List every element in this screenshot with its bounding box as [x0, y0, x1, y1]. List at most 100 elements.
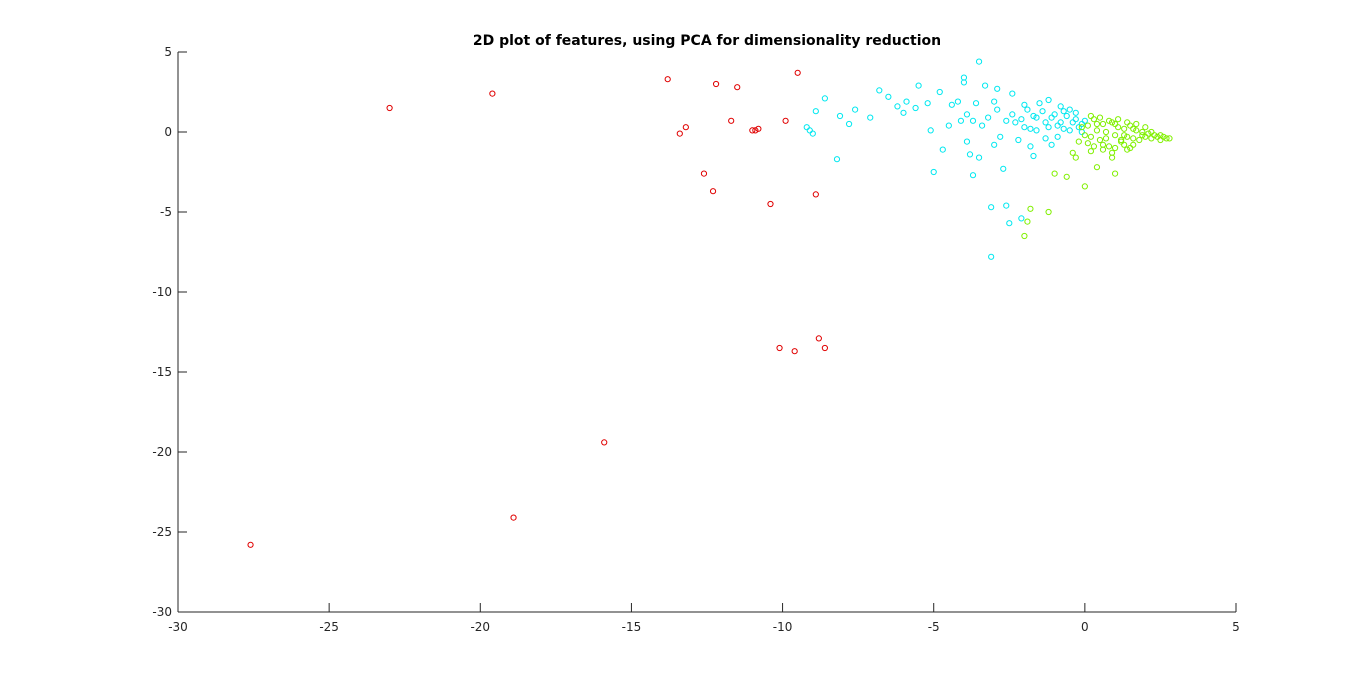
x-tick-label: -30 — [168, 620, 188, 634]
data-point — [728, 117, 735, 124]
data-point — [924, 100, 931, 107]
data-point — [1057, 119, 1064, 126]
data-point — [903, 98, 910, 105]
data-point — [1000, 165, 1007, 172]
data-point — [1042, 135, 1049, 142]
data-point — [1108, 119, 1116, 126]
data-point — [954, 98, 961, 105]
data-point — [991, 98, 998, 105]
data-point — [1130, 135, 1137, 142]
data-point — [782, 117, 789, 124]
data-point — [1033, 114, 1040, 121]
data-point — [815, 335, 822, 342]
data-point — [1033, 127, 1040, 134]
data-point — [1063, 112, 1070, 120]
data-point — [833, 156, 841, 163]
data-point — [1111, 144, 1119, 152]
data-point — [812, 108, 819, 115]
x-tick-label: -5 — [928, 620, 940, 634]
data-point — [1133, 120, 1140, 128]
data-point — [1072, 109, 1079, 116]
data-point — [1024, 218, 1031, 225]
data-point — [1124, 133, 1131, 140]
data-point — [1099, 120, 1107, 128]
data-points — [247, 58, 1173, 548]
data-point — [1148, 135, 1155, 142]
data-point — [1027, 125, 1034, 132]
data-point — [1124, 119, 1131, 126]
data-point — [957, 117, 965, 124]
data-point — [809, 130, 816, 137]
data-point — [1087, 112, 1095, 120]
data-point — [1045, 124, 1052, 131]
data-point — [386, 104, 393, 112]
data-point — [1111, 132, 1119, 139]
x-tick-label: 0 — [1081, 620, 1089, 634]
data-point — [1060, 108, 1067, 115]
data-point — [936, 88, 943, 96]
data-point — [601, 439, 608, 446]
data-point — [1115, 116, 1122, 123]
data-point — [806, 127, 813, 134]
data-point — [1069, 149, 1076, 156]
data-point — [1078, 124, 1085, 131]
data-point — [821, 344, 828, 352]
data-point — [1145, 130, 1152, 137]
data-point — [709, 188, 717, 195]
data-point — [1157, 132, 1164, 139]
data-point — [734, 84, 741, 91]
data-point — [988, 253, 995, 260]
series-0 — [247, 69, 828, 548]
data-point — [988, 204, 995, 211]
data-point — [1072, 116, 1079, 123]
data-point — [991, 141, 998, 148]
data-point — [1045, 96, 1052, 104]
data-point — [510, 514, 517, 521]
data-point — [894, 103, 901, 110]
y-tick-label: -15 — [152, 365, 172, 379]
y-tick-label: -30 — [152, 605, 172, 619]
data-point — [1048, 114, 1055, 121]
data-point — [700, 170, 708, 177]
data-point — [1130, 125, 1137, 132]
data-point — [1051, 170, 1058, 177]
data-point — [1081, 132, 1088, 139]
data-point — [969, 117, 977, 124]
data-point — [1133, 127, 1140, 134]
data-point — [885, 93, 892, 100]
data-point — [1102, 128, 1110, 136]
data-point — [1054, 122, 1061, 129]
x-tick-label: -10 — [773, 620, 793, 634]
data-point — [1139, 132, 1146, 139]
data-point — [927, 127, 934, 134]
data-point — [1039, 108, 1046, 115]
data-point — [664, 76, 671, 83]
data-point — [1006, 220, 1013, 227]
data-point — [900, 109, 907, 116]
data-point — [752, 127, 759, 134]
data-point — [975, 154, 983, 161]
y-tick-label: -5 — [160, 205, 172, 219]
data-point — [930, 168, 937, 176]
data-point — [1066, 106, 1073, 113]
data-point — [969, 172, 977, 179]
data-point — [1084, 122, 1091, 129]
data-point — [1030, 112, 1037, 120]
data-point — [1087, 148, 1095, 155]
data-point — [1057, 103, 1064, 110]
data-point — [712, 80, 720, 88]
data-point — [836, 112, 844, 120]
x-tick-label: -15 — [622, 620, 642, 634]
data-point — [1121, 132, 1128, 139]
data-point — [1027, 205, 1034, 212]
data-point — [1024, 106, 1031, 113]
data-point — [997, 133, 1004, 140]
data-point — [852, 106, 859, 113]
data-point — [978, 122, 986, 129]
data-point — [1139, 128, 1146, 136]
data-point — [845, 120, 853, 128]
data-point — [803, 124, 810, 131]
data-point — [972, 100, 980, 107]
data-point — [1030, 152, 1037, 160]
data-point — [1111, 120, 1119, 128]
